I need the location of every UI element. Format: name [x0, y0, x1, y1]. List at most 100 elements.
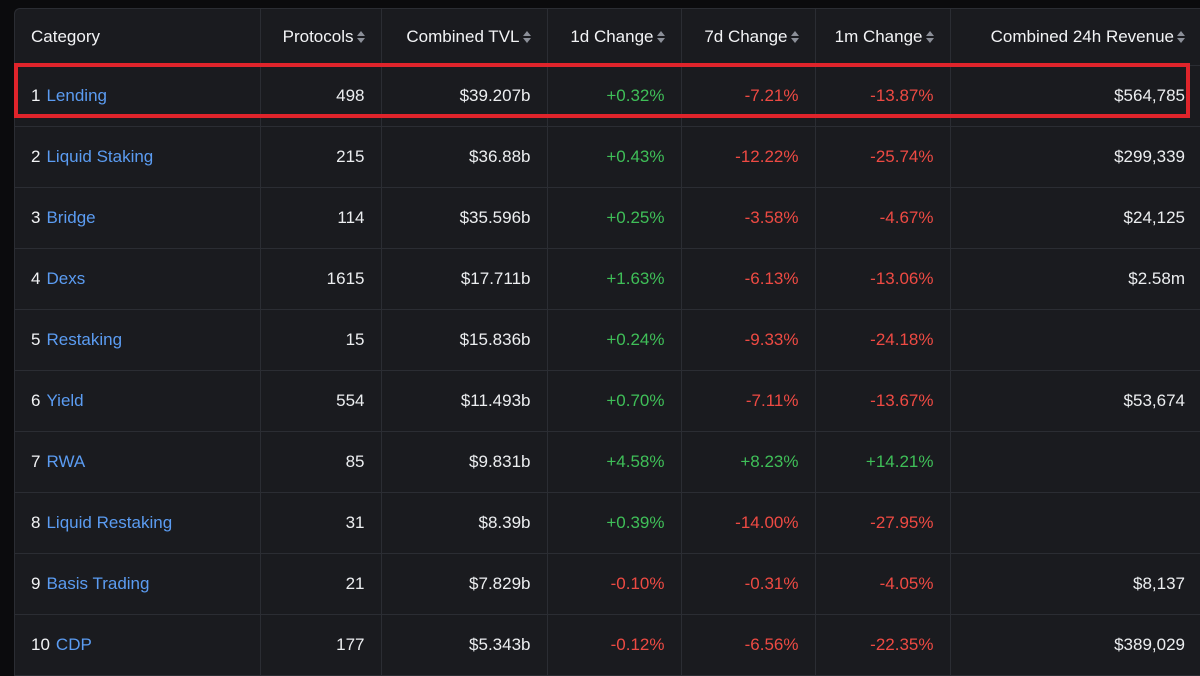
row-rank: 7 [31, 452, 41, 471]
category-cell: 10 CDP [15, 614, 261, 676]
header-row: Category Protocols Combined TVL 1d Chang… [15, 9, 1200, 66]
protocols-cell: 1615 [260, 248, 382, 310]
header-category: Category [15, 9, 261, 66]
header-protocols[interactable]: Protocols [260, 9, 382, 66]
tvl-cell: $7.829b [381, 553, 548, 615]
category-link[interactable]: Restaking [46, 330, 123, 349]
change-1d-cell: -0.12% [547, 614, 682, 676]
header-1d-change[interactable]: 1d Change [547, 9, 682, 66]
table-row[interactable]: 6 Yield 554 $11.493b +0.70% -7.11% -13.67% $53,… [15, 370, 1200, 432]
category-link[interactable]: Yield [46, 391, 84, 410]
change-1m-cell: -13.87% [815, 65, 951, 127]
category-link[interactable]: Liquid Staking [46, 147, 154, 166]
category-link[interactable]: CDP [55, 635, 92, 654]
row-rank: 3 [31, 208, 41, 227]
table-row[interactable]: 2 Liquid Staking 215 $36.88b +0.43% -12.22% -2… [15, 126, 1200, 188]
category-link[interactable]: Bridge [46, 208, 96, 227]
protocols-cell: 21 [260, 553, 382, 615]
change-1m-cell: -13.06% [815, 248, 951, 310]
category-link[interactable]: RWA [46, 452, 86, 471]
protocols-cell: 15 [260, 309, 382, 371]
sort-icon [356, 30, 365, 43]
row-rank: 8 [31, 513, 41, 532]
category-link[interactable]: Lending [46, 86, 107, 105]
category-cell: 5 Restaking [15, 309, 261, 371]
change-7d-cell: -6.56% [681, 614, 816, 676]
row-rank: 5 [31, 330, 41, 349]
header-combined-tvl[interactable]: Combined TVL [381, 9, 548, 66]
tvl-cell: $15.836b [381, 309, 548, 371]
change-1d-cell: +4.58% [547, 431, 682, 493]
row-rank: 1 [31, 86, 41, 105]
category-link[interactable]: Basis Trading [46, 574, 150, 593]
change-7d-cell: -0.31% [681, 553, 816, 615]
revenue-cell: $299,339 [950, 126, 1200, 188]
protocols-cell: 215 [260, 126, 382, 188]
table-row[interactable]: 8 Liquid Restaking 31 $8.39b +0.39% -14.00% -2… [15, 492, 1200, 554]
change-1d-cell: +0.70% [547, 370, 682, 432]
tvl-cell: $8.39b [381, 492, 548, 554]
protocols-cell: 85 [260, 431, 382, 493]
category-cell: 4 Dexs [15, 248, 261, 310]
header-7d-change[interactable]: 7d Change [681, 9, 816, 66]
change-7d-cell: -3.58% [681, 187, 816, 249]
category-cell: 9 Basis Trading [15, 553, 261, 615]
header-revenue-label: Combined 24h Revenue [990, 27, 1174, 46]
revenue-cell: $8,137 [950, 553, 1200, 615]
change-1m-cell: -27.95% [815, 492, 951, 554]
revenue-cell [950, 492, 1200, 554]
sort-icon [790, 30, 799, 43]
row-rank: 4 [31, 269, 41, 288]
change-1m-cell: -4.67% [815, 187, 951, 249]
change-1d-cell: +0.24% [547, 309, 682, 371]
category-cell: 1 Lending [15, 65, 261, 127]
revenue-cell: $389,029 [950, 614, 1200, 676]
tvl-cell: $5.343b [381, 614, 548, 676]
category-cell: 2 Liquid Staking [15, 126, 261, 188]
table-row[interactable]: 10 CDP 177 $5.343b -0.12% -6.56% -22.35% $389,0… [15, 614, 1200, 676]
tvl-cell: $11.493b [381, 370, 548, 432]
protocols-cell: 554 [260, 370, 382, 432]
sort-icon [522, 30, 531, 43]
tvl-cell: $17.711b [381, 248, 548, 310]
change-1d-cell: +0.39% [547, 492, 682, 554]
change-1d-cell: -0.10% [547, 553, 682, 615]
change-1m-cell: -24.18% [815, 309, 951, 371]
change-1d-cell: +1.63% [547, 248, 682, 310]
change-7d-cell: -7.11% [681, 370, 816, 432]
category-link[interactable]: Liquid Restaking [46, 513, 173, 532]
change-7d-cell: -7.21% [681, 65, 816, 127]
category-link[interactable]: Dexs [46, 269, 86, 288]
category-cell: 6 Yield [15, 370, 261, 432]
table-row[interactable]: 5 Restaking 15 $15.836b +0.24% -9.33% -24.18% [15, 309, 1200, 371]
header-protocols-label: Protocols [282, 27, 354, 46]
tvl-cell: $35.596b [381, 187, 548, 249]
protocols-cell: 114 [260, 187, 382, 249]
change-1d-cell: +0.43% [547, 126, 682, 188]
row-rank: 9 [31, 574, 41, 593]
row-rank: 6 [31, 391, 41, 410]
revenue-cell [950, 431, 1200, 493]
table-row[interactable]: 4 Dexs 1615 $17.711b +1.63% -6.13% -13.06% $2.5… [15, 248, 1200, 310]
sort-icon [925, 30, 934, 43]
tvl-cell: $36.88b [381, 126, 548, 188]
change-7d-cell: -12.22% [681, 126, 816, 188]
header-1m-label: 1m Change [834, 27, 923, 46]
header-1d-label: 1d Change [570, 27, 654, 46]
table-row[interactable]: 9 Basis Trading 21 $7.829b -0.10% -0.31% -4.05… [15, 553, 1200, 615]
revenue-cell: $564,785 [950, 65, 1200, 127]
header-combined-24h-revenue[interactable]: Combined 24h Revenue [950, 9, 1200, 66]
table-row[interactable]: 1 Lending 498 $39.207b +0.32% -7.21% -13.87% $5… [15, 65, 1200, 127]
header-tvl-label: Combined TVL [406, 27, 520, 46]
change-7d-cell: -9.33% [681, 309, 816, 371]
row-rank: 10 [31, 635, 50, 654]
header-7d-label: 7d Change [704, 27, 788, 46]
tvl-cell: $39.207b [381, 65, 548, 127]
tvl-cell: $9.831b [381, 431, 548, 493]
revenue-cell: $53,674 [950, 370, 1200, 432]
change-1m-cell: +14.21% [815, 431, 951, 493]
row-rank: 2 [31, 147, 41, 166]
header-1m-change[interactable]: 1m Change [815, 9, 951, 66]
table-row[interactable]: 3 Bridge 114 $35.596b +0.25% -3.58% -4.67% $24,… [15, 187, 1200, 249]
table-row[interactable]: 7 RWA 85 $9.831b +4.58% +8.23% +14.21% [15, 431, 1200, 493]
